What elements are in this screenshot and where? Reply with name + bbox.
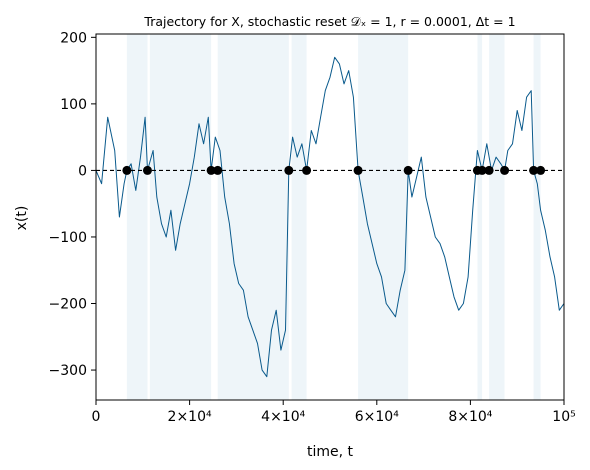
reset-marker	[284, 165, 294, 175]
x-axis-label: time, t	[307, 444, 354, 460]
reset-marker	[122, 165, 132, 175]
x-tick-label: 6×10⁴	[355, 409, 399, 425]
chart-title: Trajectory for X, stochastic reset 𝒟ₓ = …	[143, 14, 515, 29]
y-tick-label: 200	[60, 30, 87, 46]
y-tick-label: −100	[49, 230, 87, 246]
shaded-interval	[477, 34, 483, 400]
shaded-interval	[217, 34, 289, 400]
y-tick-label: −200	[49, 297, 87, 313]
shaded-interval	[149, 34, 212, 400]
reset-markers	[122, 165, 546, 175]
reset-marker	[353, 165, 363, 175]
x-tick-label: 4×10⁴	[261, 409, 305, 425]
ticks: 0 2×10⁴ 4×10⁴ 6×10⁴ 8×10⁴ 10⁵ −300 −200 −100 0 100…	[49, 30, 576, 425]
y-tick-label: 100	[60, 97, 87, 113]
reset-marker	[477, 165, 487, 175]
y-tick-label: 0	[78, 163, 87, 179]
shaded-interval	[126, 34, 148, 400]
shaded-interval	[489, 34, 505, 400]
y-axis-label: x(t)	[14, 206, 30, 231]
reset-marker	[484, 165, 494, 175]
axes	[95, 33, 565, 401]
reset-marker	[536, 165, 546, 175]
y-tick-label: −300	[49, 363, 87, 379]
shaded-intervals	[126, 34, 541, 400]
x-tick-label: 0	[92, 409, 101, 425]
x-tick-label: 8×10⁴	[448, 409, 492, 425]
reset-marker	[529, 165, 539, 175]
reset-marker	[500, 165, 510, 175]
series-line	[95, 56, 565, 378]
shaded-interval	[533, 34, 541, 400]
shaded-interval	[291, 34, 307, 400]
x-tick-label: 2×10⁴	[168, 409, 212, 425]
reset-marker	[142, 165, 152, 175]
reset-marker	[213, 165, 223, 175]
x-tick-label: 10⁵	[552, 409, 575, 425]
reset-marker	[302, 165, 312, 175]
series-layer	[95, 56, 565, 378]
reset-marker	[403, 165, 413, 175]
plot-frame	[95, 33, 565, 401]
reset-marker	[206, 165, 216, 175]
shaded-interval	[358, 34, 409, 400]
